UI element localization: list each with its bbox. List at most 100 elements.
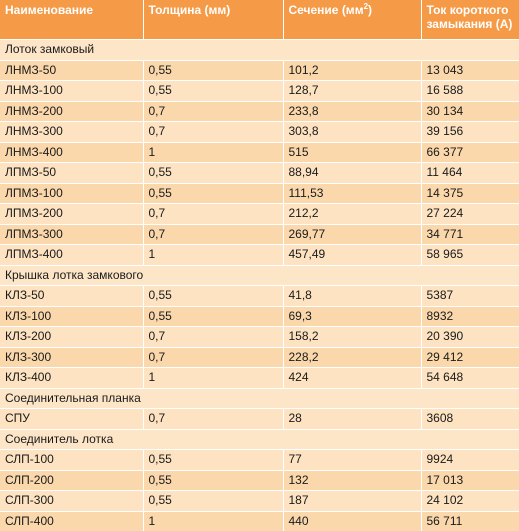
section-row: Соединитель лотка — [0, 429, 519, 450]
header-thickness: Толщина (мм) — [143, 0, 283, 40]
cell-thickness: 0,55 — [143, 183, 283, 204]
header-section-text: Сечение (мм — [289, 3, 364, 17]
cell-section: 88,94 — [283, 163, 421, 184]
cell-section: 233,8 — [283, 101, 421, 122]
cell-current: 5387 — [421, 286, 519, 307]
cell-thickness: 1 — [143, 142, 283, 163]
cell-current: 66 377 — [421, 142, 519, 163]
cell-current: 9924 — [421, 450, 519, 471]
cell-current: 27 224 — [421, 204, 519, 225]
section-title: Соединитель лотка — [0, 429, 519, 450]
cell-thickness: 0,7 — [143, 101, 283, 122]
cell-name: КЛЗ-400 — [0, 368, 143, 389]
header-current: Ток короткого замыкания (А) — [421, 0, 519, 40]
cell-section: 111,53 — [283, 183, 421, 204]
cell-current: 3608 — [421, 409, 519, 430]
cell-thickness: 0,55 — [143, 286, 283, 307]
cell-thickness: 1 — [143, 368, 283, 389]
cell-thickness: 0,55 — [143, 491, 283, 512]
cell-section: 269,77 — [283, 224, 421, 245]
cell-section: 69,3 — [283, 306, 421, 327]
cell-name: ЛПМЗ-400 — [0, 245, 143, 266]
cell-section: 440 — [283, 511, 421, 531]
cell-current: 17 013 — [421, 470, 519, 491]
cell-section: 28 — [283, 409, 421, 430]
cell-thickness: 0,7 — [143, 409, 283, 430]
header-section-close: ) — [368, 3, 372, 17]
cell-name: СЛП-300 — [0, 491, 143, 512]
section-title: Крышка лотка замкового — [0, 265, 519, 286]
cell-thickness: 0,7 — [143, 347, 283, 368]
header-section: Сечение (мм2) — [283, 0, 421, 40]
cell-name: СПУ — [0, 409, 143, 430]
cell-current: 13 043 — [421, 60, 519, 81]
cell-thickness: 0,55 — [143, 306, 283, 327]
cell-thickness: 0,7 — [143, 224, 283, 245]
cell-name: ЛПМЗ-100 — [0, 183, 143, 204]
cell-current: 54 648 — [421, 368, 519, 389]
section-row: Лоток замковый — [0, 40, 519, 61]
cell-name: ЛПМЗ-50 — [0, 163, 143, 184]
cell-thickness: 0,55 — [143, 450, 283, 471]
cell-name: ЛПМЗ-200 — [0, 204, 143, 225]
cell-section: 77 — [283, 450, 421, 471]
section-title: Соединительная планка — [0, 388, 519, 409]
cell-section: 457,49 — [283, 245, 421, 266]
cell-section: 212,2 — [283, 204, 421, 225]
cell-section: 128,7 — [283, 81, 421, 102]
cell-section: 101,2 — [283, 60, 421, 81]
cell-current: 58 965 — [421, 245, 519, 266]
cell-section: 158,2 — [283, 327, 421, 348]
cell-section: 132 — [283, 470, 421, 491]
cell-thickness: 0,55 — [143, 163, 283, 184]
cell-name: ЛНМЗ-400 — [0, 142, 143, 163]
cell-name: КЛЗ-300 — [0, 347, 143, 368]
cell-thickness: 1 — [143, 511, 283, 531]
cell-current: 39 156 — [421, 122, 519, 143]
cell-name: КЛЗ-200 — [0, 327, 143, 348]
cell-name: СЛП-100 — [0, 450, 143, 471]
cell-name: СЛП-200 — [0, 470, 143, 491]
table-header: Наименование Толщина (мм) Сечение (мм2) … — [0, 0, 519, 40]
cell-name: ЛНМЗ-200 — [0, 101, 143, 122]
cell-current: 8932 — [421, 306, 519, 327]
cell-current: 29 412 — [421, 347, 519, 368]
cell-current: 24 102 — [421, 491, 519, 512]
cell-name: КЛЗ-50 — [0, 286, 143, 307]
section-title: Лоток замковый — [0, 40, 519, 61]
cell-section: 41,8 — [283, 286, 421, 307]
cell-thickness: 1 — [143, 245, 283, 266]
cell-thickness: 0,55 — [143, 60, 283, 81]
cell-name: СЛП-400 — [0, 511, 143, 531]
cell-thickness: 0,7 — [143, 327, 283, 348]
cell-name: ЛНМЗ-300 — [0, 122, 143, 143]
cell-name: ЛНМЗ-100 — [0, 81, 143, 102]
section-row: Крышка лотка замкового — [0, 265, 519, 286]
cell-section: 303,8 — [283, 122, 421, 143]
cell-current: 30 134 — [421, 101, 519, 122]
cell-name: ЛНМЗ-50 — [0, 60, 143, 81]
cell-name: КЛЗ-100 — [0, 306, 143, 327]
cell-section: 515 — [283, 142, 421, 163]
cell-current: 16 588 — [421, 81, 519, 102]
cell-section: 187 — [283, 491, 421, 512]
cell-current: 14 375 — [421, 183, 519, 204]
cell-thickness: 0,55 — [143, 81, 283, 102]
